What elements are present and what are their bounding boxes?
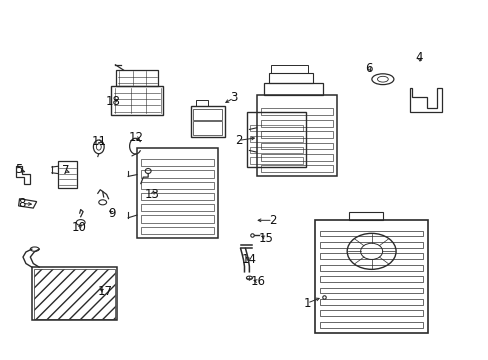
Bar [264,83,322,95]
Bar [116,70,158,86]
Text: 11: 11 [91,135,106,148]
Bar [320,299,422,305]
Bar [260,154,333,161]
Bar [249,136,302,142]
Bar [260,120,333,127]
Bar [315,220,427,333]
Text: 10: 10 [72,221,86,234]
Bar [141,193,213,200]
Text: 15: 15 [259,232,273,245]
Bar [256,95,337,176]
Bar [111,86,163,115]
Text: 3: 3 [229,91,237,104]
Bar [260,108,333,115]
Bar [34,269,115,319]
Text: 14: 14 [242,253,256,266]
Text: 7: 7 [62,165,70,177]
Bar [260,131,333,138]
Text: 17: 17 [98,285,112,298]
Bar [320,276,422,282]
Bar [137,148,217,238]
Bar [320,322,422,328]
Text: 18: 18 [106,95,121,108]
Text: 12: 12 [128,131,143,144]
Bar [58,161,77,188]
Bar [320,230,422,237]
Text: 8: 8 [18,197,26,210]
Bar [260,165,333,172]
Bar [193,121,222,135]
Bar [320,253,422,259]
Bar [193,109,222,120]
Bar [246,112,305,167]
Text: 2: 2 [268,214,276,227]
Bar [195,100,207,106]
Bar [320,288,422,293]
Text: 1: 1 [303,297,310,310]
Bar [249,125,302,131]
Bar [320,265,422,271]
Bar [260,143,333,149]
Bar [32,267,117,320]
Bar [268,73,312,83]
Text: 4: 4 [415,51,423,64]
Bar [190,106,224,137]
Text: 9: 9 [108,207,116,220]
Bar [141,204,213,211]
Bar [141,170,213,177]
Bar [141,227,213,234]
Bar [320,310,422,316]
Bar [249,157,302,164]
Bar [320,242,422,248]
Text: 2: 2 [234,134,242,147]
Bar [249,147,302,153]
Bar [271,65,307,73]
Bar [141,159,213,166]
Text: 16: 16 [250,275,265,288]
Bar [348,212,383,220]
Text: 13: 13 [145,188,160,201]
Text: 5: 5 [15,163,22,176]
Bar [141,181,213,189]
Bar [141,215,213,223]
Text: 6: 6 [365,62,372,75]
